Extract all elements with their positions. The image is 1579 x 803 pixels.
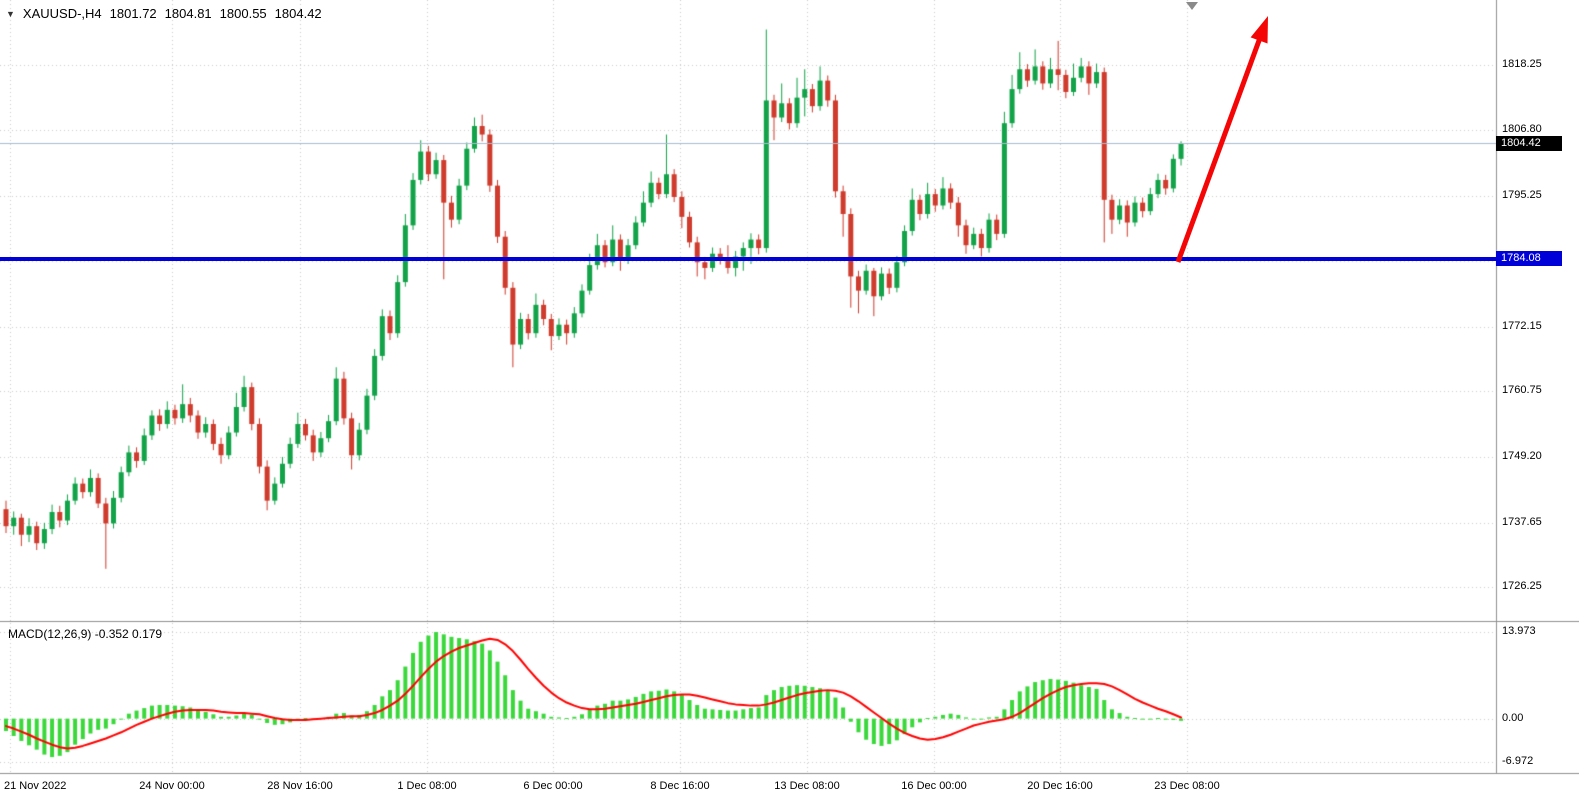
macd-tick-label: -6.972 [1502, 754, 1534, 767]
price-tick-label: 1818.25 [1502, 57, 1542, 70]
time-tick-label: 21 Nov 2022 [4, 780, 67, 792]
time-tick-label: 24 Nov 00:00 [139, 780, 205, 792]
price-tick-label: 1772.15 [1502, 319, 1542, 332]
trend-arrow-head-icon [1250, 16, 1268, 44]
time-tick-label: 20 Dec 16:00 [1027, 780, 1093, 792]
time-tick-label: 13 Dec 08:00 [774, 780, 840, 792]
price-tick-label: 1795.25 [1502, 188, 1542, 201]
chart-shift-icon[interactable] [1186, 2, 1199, 11]
time-axis[interactable]: 21 Nov 2022 24 Nov 00:00 28 Nov 16:00 1 Dec… [0, 777, 1579, 803]
trend-arrow-shaft[interactable] [1175, 35, 1263, 263]
time-tick-label: 23 Dec 08:00 [1154, 780, 1220, 792]
open-value: 1801.72 [109, 6, 157, 21]
horizontal-support-line[interactable] [0, 256, 1496, 261]
price-tick-label: 1726.25 [1502, 580, 1542, 593]
price-tick-label: 1760.75 [1502, 384, 1542, 397]
price-tick-label: 1806.80 [1502, 122, 1542, 135]
quote-header: ▼ XAUUSD-,H4 1801.72 1804.81 1800.55 180… [6, 6, 322, 21]
price-tick-label: 1749.20 [1502, 449, 1542, 462]
close-value: 1804.42 [274, 6, 322, 21]
time-tick-label: 28 Nov 16:00 [267, 780, 333, 792]
macd-tick-label: 13.973 [1502, 625, 1536, 638]
time-tick-label: 8 Dec 16:00 [650, 780, 710, 792]
time-tick-label: 1 Dec 08:00 [397, 780, 457, 792]
low-value: 1800.55 [219, 6, 267, 21]
time-tick-label: 6 Dec 00:00 [523, 780, 583, 792]
macd-tick-label: 0.00 [1502, 711, 1524, 724]
symbol-timeframe-label: XAUUSD-,H4 [22, 6, 102, 21]
macd-indicator-label: MACD(12,26,9) -0.352 0.179 [8, 627, 163, 641]
price-tick-label: 1737.65 [1502, 515, 1542, 528]
price-axis[interactable]: 1818.25 1806.80 1795.25 1772.15 1760.75 1749.… [1496, 0, 1579, 803]
macd-axis: 13.973 0.00 -6.972 [1496, 0, 1579, 803]
collapse-triangle-icon[interactable]: ▼ [6, 8, 15, 19]
current-price-tag: 1804.42 [1496, 135, 1562, 151]
high-value: 1804.81 [164, 6, 212, 21]
support-level-price-tag: 1784.08 [1496, 251, 1562, 267]
time-tick-label: 16 Dec 00:00 [901, 780, 967, 792]
